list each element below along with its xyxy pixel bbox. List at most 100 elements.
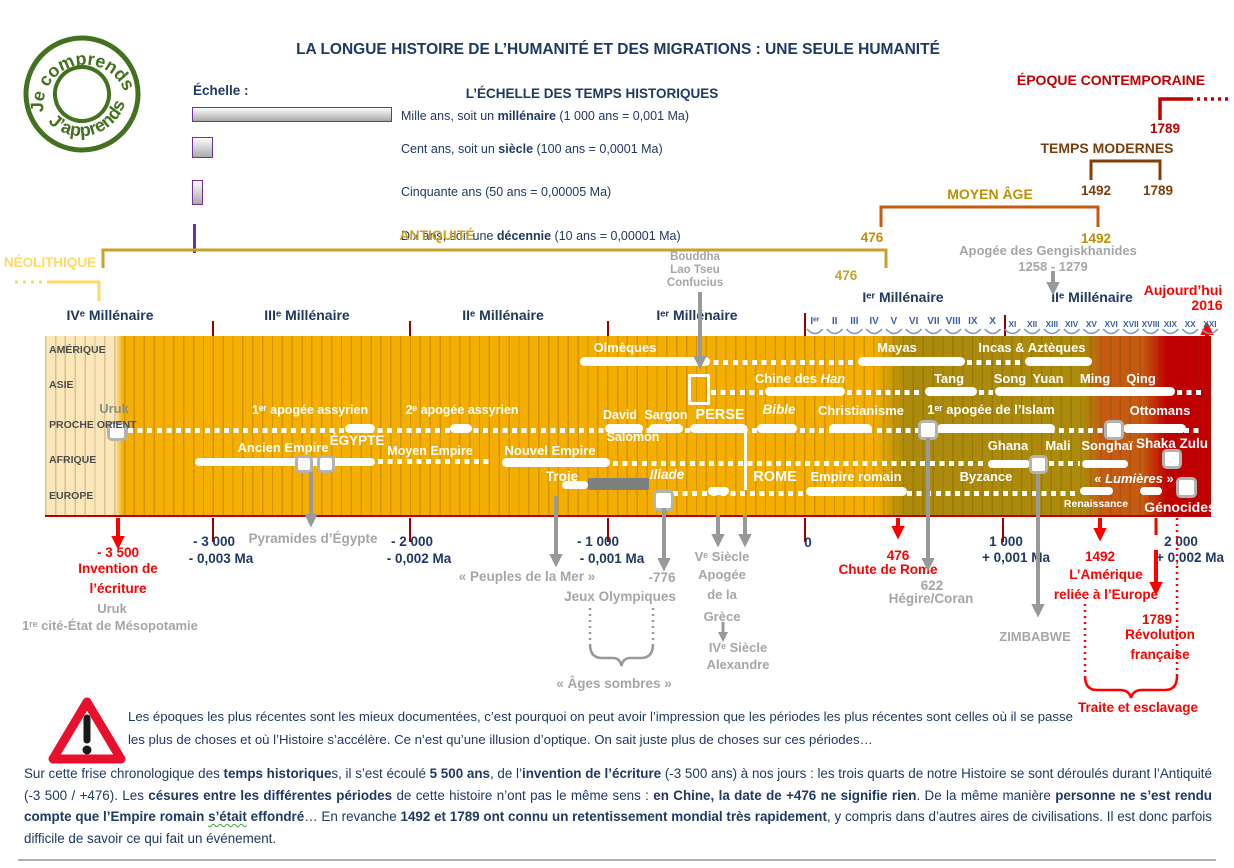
label-moyen-ge: MOYEN ÂGE (947, 186, 1033, 202)
timeline-bar (995, 387, 1175, 396)
label-tang: Tang (933, 371, 965, 386)
timeline-bar (1123, 424, 1186, 433)
label-pyramides-d-gypte: Pyramides d’Égypte (248, 531, 378, 546)
timeline-bar (649, 424, 683, 433)
timeline-bar (502, 458, 610, 467)
label-chute-de-rome: Chute de Rome (838, 562, 938, 577)
label-1258-1279: 1258 - 1279 (1018, 259, 1088, 274)
label-de-la: de la (707, 587, 737, 602)
dotted-line (378, 459, 493, 464)
label-jeux-olympiques: Jeux Olympiques (564, 589, 676, 604)
timeline-bar (765, 387, 845, 396)
je-comprends-japprends-logo: Je comprends J’apprends (16, 35, 141, 153)
label-shaka-zulu: Shaka Zulu (1135, 436, 1209, 451)
label-476: 476 (834, 268, 858, 283)
label-r-volution: Révolution (1125, 627, 1195, 642)
event-box (688, 374, 710, 405)
label-ghana: Ghana (987, 438, 1029, 453)
event-marker (317, 455, 335, 473)
label-1789: 1789 (1142, 183, 1174, 198)
label-0: 0 (804, 535, 812, 550)
dotted-line (847, 390, 923, 395)
label-lumi-res: « Lumières » (1094, 471, 1174, 486)
dotted-line (613, 461, 986, 466)
timeline-bar (708, 487, 729, 495)
label-zimbabwe: ZIMBABWE (999, 629, 1071, 644)
label-byzance: Byzance (959, 469, 1013, 484)
label-incas-azt-ques: Incas & Aztèques (978, 340, 1086, 355)
label-olm-ques: Olmèques (593, 340, 657, 355)
timeline-bar (580, 357, 710, 366)
label-david: David (602, 408, 638, 422)
label-yuan: Yuan (1032, 371, 1064, 386)
timeline-bar (562, 481, 588, 489)
dotted-line (673, 491, 806, 496)
label-ottomans: Ottomans (1129, 403, 1191, 418)
timeline-bar (1080, 487, 1113, 495)
label-1492: 1492 (1080, 231, 1112, 246)
label-622: 622 (920, 578, 944, 593)
scale-heading: Échelle : (193, 83, 249, 98)
event-marker (107, 421, 127, 441)
label-gypte: ÉGYPTE (329, 433, 385, 448)
event-marker (918, 420, 938, 440)
label-ges-sombres: « Âges sombres » (556, 676, 672, 691)
timeline-bar (690, 424, 747, 433)
timeline-bar (925, 387, 977, 396)
label-perse: PERSE (695, 407, 745, 423)
timeline-bar (345, 424, 375, 433)
scale-legend-entry: Mille ans, soit un millénaire (1 000 ans… (401, 109, 690, 123)
label-bible: Bible (762, 402, 796, 417)
event-marker (1162, 449, 1182, 469)
timeline-bar (1025, 357, 1092, 366)
label-salomon: Salomon (606, 430, 660, 444)
timeline-bar (757, 424, 797, 433)
label-rome: ROME (753, 469, 797, 485)
label-0-003-ma: - 0,003 Ma (188, 551, 254, 566)
label-uruk: Uruk (97, 601, 127, 616)
label-antiquit: ANTIQUITÉ (399, 227, 475, 243)
label-poque-contemporaine: ÉPOQUE CONTEMPORAINE (1016, 72, 1206, 88)
label-ancien-empire: Ancien Empire (237, 440, 329, 455)
warning-text-line1: Les époques les plus récentes sont les m… (128, 709, 1073, 724)
label-776: -776 (648, 570, 676, 585)
timeline-bar (988, 460, 1030, 468)
page-title: LA LONGUE HISTOIRE DE L’HUMANITÉ ET DES … (296, 41, 940, 58)
label-aujourd-hui: Aujourd’hui (1143, 282, 1223, 298)
label-h-gire-coran: Hégire/Coran (888, 591, 974, 606)
label-0-002-ma: + 0,002 Ma (1156, 550, 1224, 565)
dotted-line (907, 491, 1080, 496)
warning-icon (48, 697, 126, 764)
label-peuples-de-la-mer: « Peuples de la Mer » (458, 569, 596, 584)
scale-legend-entry: Cinquante ans (50 ans = 0,00005 Ma) (401, 185, 612, 199)
label-2-apog-e-assyrien: 2ᵉ apogée assyrien (405, 403, 519, 417)
label-troie: Troie (545, 469, 579, 484)
label-gr-ce: Grèce (703, 609, 741, 624)
dotted-line (711, 390, 763, 395)
scale-legend-entry: Dix ans, soit une décennie (10 ans = 0,0… (401, 229, 681, 243)
label-0-002-ma: - 0,002 Ma (386, 551, 452, 566)
timeline-bar (195, 458, 375, 466)
label-nouvel-empire: Nouvel Empire (504, 443, 596, 458)
row-label-europe: EUROPE (49, 490, 94, 502)
label-2-000: 2 000 (1164, 534, 1198, 549)
event-marker (653, 490, 674, 511)
label-ii-mill-naire: IIᵉ Millénaire (462, 307, 544, 323)
label-3-000: - 3 000 (192, 534, 236, 549)
label-chine-des-han: Chine des Han (754, 371, 846, 386)
label-1492: 1492 (1084, 549, 1116, 564)
event-marker (1029, 455, 1048, 474)
label-sargon: Sargon (644, 408, 688, 422)
timeline-bar (1082, 460, 1128, 468)
label-1789: 1789 (1149, 121, 1181, 136)
label-0-001-ma: - 0,001 Ma (579, 551, 645, 566)
warning-text-line2: les plus de choses et où l’Histoire s’ac… (128, 732, 873, 747)
label-v-si-cle: Vᵉ Siècle (694, 549, 750, 564)
label-1789: 1789 (1141, 612, 1173, 627)
scale-section-title: L’ÉCHELLE DES TEMPS HISTORIQUES (465, 86, 719, 101)
label-song: Song (993, 371, 1027, 386)
logo-inner-ring (53, 65, 111, 123)
event-marker (1104, 420, 1124, 440)
label-bouddha: Bouddha (670, 251, 720, 263)
